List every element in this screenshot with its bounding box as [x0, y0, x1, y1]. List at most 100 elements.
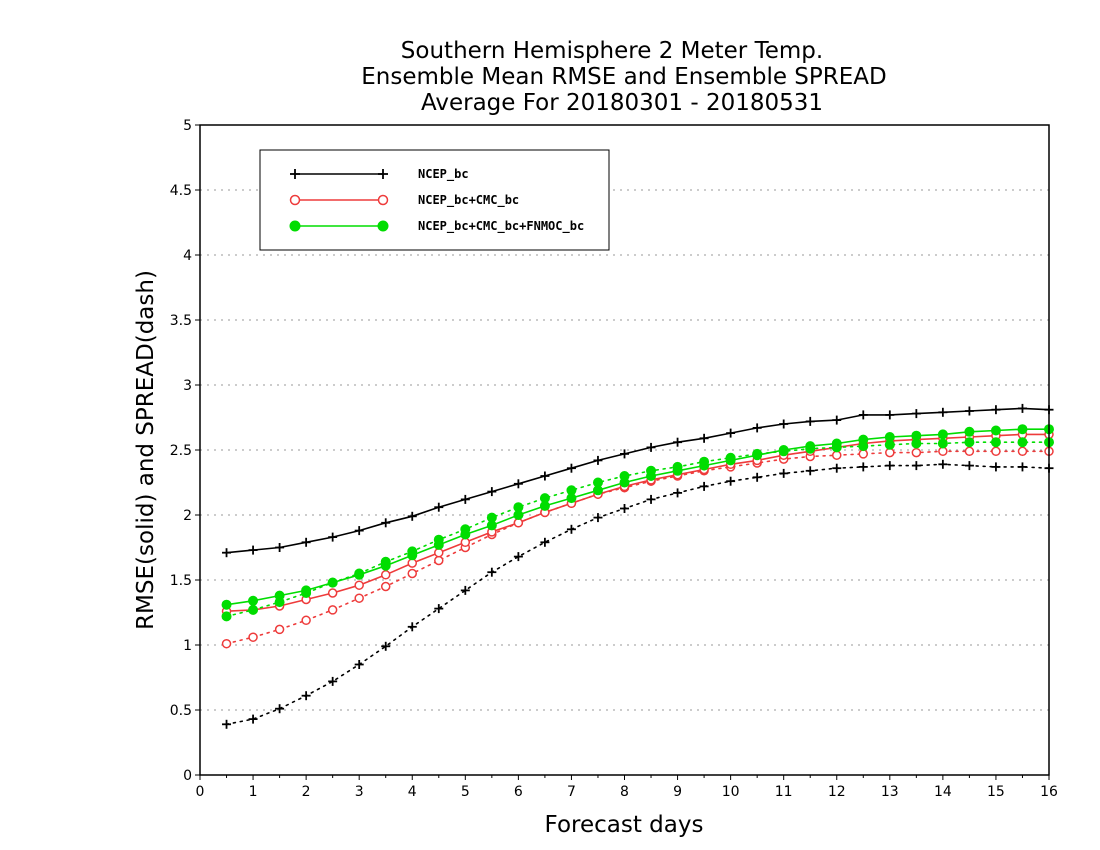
- spread-point: [1017, 462, 1027, 472]
- rmse-line: [226, 407, 1050, 554]
- x-tick-label: 12: [828, 784, 846, 800]
- rmse-point: [592, 485, 603, 496]
- legend-marker: [377, 194, 389, 206]
- spread-point: [699, 481, 709, 491]
- spread-point: [805, 466, 815, 476]
- rmse-point: [221, 599, 232, 610]
- rmse-point: [620, 449, 629, 459]
- spread-point: [646, 494, 656, 504]
- rmse-point: [380, 560, 391, 571]
- rmse-point: [884, 432, 895, 442]
- spread-point: [673, 488, 683, 498]
- x-tick-label: 8: [620, 784, 629, 800]
- rmse-point: [832, 415, 842, 425]
- spread-line: [225, 463, 1050, 726]
- rmse-point: [354, 569, 365, 580]
- spread-line: [225, 450, 1050, 645]
- spread-point: [248, 632, 258, 642]
- spread-point: [434, 555, 444, 566]
- spread-point: [990, 437, 1001, 448]
- rmse-point: [248, 545, 258, 555]
- rmse-point: [725, 455, 736, 466]
- legend-marker: [289, 220, 301, 232]
- series-1: [221, 429, 1054, 649]
- spread-point: [593, 513, 603, 523]
- rmse-point: [354, 526, 364, 536]
- spread-point: [460, 585, 470, 595]
- spread-point: [327, 605, 338, 615]
- rmse-point: [991, 405, 1001, 415]
- rmse-point: [301, 537, 311, 547]
- legend-item-1: NCEP_bc+CMC_bc: [289, 193, 519, 208]
- rmse-point: [619, 477, 630, 488]
- spread-point: [354, 593, 364, 603]
- spread-point: [858, 462, 868, 472]
- y-tick-label: 4: [183, 248, 192, 264]
- spread-point: [354, 660, 364, 669]
- rmse-point: [911, 409, 921, 419]
- spread-point: [964, 461, 974, 471]
- spread-point: [407, 568, 417, 579]
- spread-point: [1017, 437, 1028, 448]
- rmse-point: [937, 429, 948, 440]
- spread-point: [911, 461, 921, 471]
- spread-line: [225, 441, 1050, 618]
- x-axis-title: Forecast days: [545, 812, 704, 838]
- spread-point: [752, 472, 762, 482]
- rmse-point: [831, 438, 842, 449]
- rmse-line: [226, 428, 1049, 606]
- spread-point: [434, 604, 444, 614]
- rmse-point: [885, 410, 895, 420]
- legend-label: NCEP_bc+CMC_bc+FNMOC_bc: [418, 219, 584, 234]
- rmse-point: [434, 502, 444, 512]
- x-tick-labels: 0 1 2 3 4 5 6 7 8 9 10 11 12 13 14 15 16: [196, 784, 1058, 800]
- spread-point: [301, 691, 311, 701]
- rmse-point: [248, 595, 259, 606]
- title-line-1: Southern Hemisphere 2 Meter Temp.: [401, 38, 823, 64]
- rmse-point: [646, 442, 656, 452]
- y-tick-label: 4.5: [170, 183, 192, 199]
- spread-point: [991, 446, 1001, 457]
- rmse-point: [858, 434, 869, 445]
- legend-marker: [289, 194, 301, 206]
- x-tick-label: 9: [673, 784, 682, 800]
- x-tick-label: 0: [196, 784, 205, 800]
- rmse-point: [407, 550, 418, 561]
- spread-point: [726, 476, 736, 486]
- rmse-point: [593, 455, 603, 465]
- x-tick-label: 5: [461, 784, 470, 800]
- spread-point: [380, 581, 391, 592]
- rmse-point: [778, 445, 789, 455]
- rmse-point: [460, 494, 470, 504]
- rmse-point: [911, 430, 922, 441]
- rmse-point: [275, 543, 285, 552]
- x-tick-label: 4: [408, 784, 417, 800]
- spread-point: [513, 552, 523, 562]
- rmse-point: [274, 590, 285, 601]
- rmse-point: [380, 570, 391, 580]
- spread-point: [407, 622, 417, 632]
- x-tick-label: 3: [355, 784, 364, 800]
- y-tick-label: 2.5: [170, 443, 192, 459]
- legend-marker: [377, 220, 389, 232]
- series-0: [222, 403, 1054, 729]
- rmse-line: [226, 433, 1049, 612]
- series-2: [221, 424, 1054, 622]
- rmse-point: [433, 539, 444, 550]
- spread-point: [222, 719, 232, 729]
- spread-point: [832, 463, 842, 473]
- rmse-point: [460, 529, 471, 540]
- rmse-point: [938, 407, 948, 417]
- y-tick-label: 3: [183, 378, 192, 394]
- title-line-3: Average For 20180301 - 20180531: [421, 90, 823, 116]
- spread-point: [938, 459, 948, 469]
- legend-label: NCEP_bc+CMC_bc: [418, 193, 519, 208]
- rmse-point: [301, 585, 312, 596]
- y-tick-label: 3.5: [170, 313, 192, 329]
- spread-point: [487, 567, 497, 577]
- x-tick-label: 6: [514, 784, 523, 800]
- legend-label: NCEP_bc: [418, 167, 469, 182]
- x-tick-label: 7: [567, 784, 576, 800]
- rmse-point: [539, 500, 550, 511]
- x-tick-label: 2: [302, 784, 311, 800]
